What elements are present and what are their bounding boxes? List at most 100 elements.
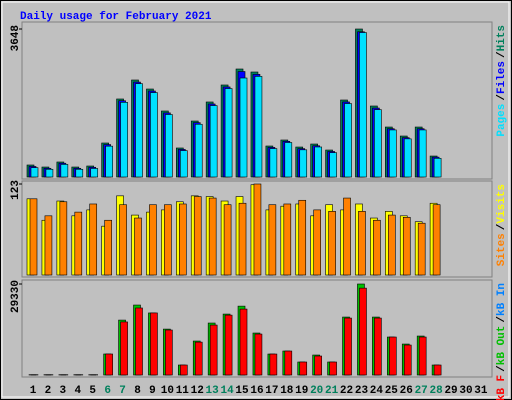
legend: Sites /Visits [496,184,508,266]
bar [194,123,203,178]
x-tick-label: 24 [370,385,384,397]
x-tick-label: 8 [134,385,141,397]
bar [149,204,157,276]
y-tick-label: 123 [10,180,22,200]
bar [313,209,321,276]
bar [329,152,337,178]
x-tick-label: 26 [400,385,413,397]
x-tick-label: 9 [149,385,156,397]
bar [269,353,278,376]
x-tick-label: 15 [235,385,249,397]
bar [374,317,382,376]
bar [29,198,38,276]
bar [299,361,308,376]
bar [90,168,99,178]
x-tick-label: 27 [415,385,428,397]
bar [209,324,218,376]
bar [254,76,263,178]
bar [239,77,248,178]
bar [180,150,188,178]
x-tick-label: 22 [340,385,353,397]
bar [343,197,351,276]
x-tick-label: 7 [119,385,126,397]
bar [433,364,442,376]
bar [74,211,83,276]
legend: kB F/kB Out/kB In [496,283,508,400]
x-tick-label: 31 [474,385,488,397]
bar [359,287,367,376]
x-tick-label: 18 [280,385,294,397]
bar [59,201,68,276]
x-tick-label: 14 [220,385,234,397]
bar [120,321,128,376]
legend-entry: Sites [496,233,508,266]
bar [208,197,217,276]
x-tick-label: 28 [430,385,444,397]
bar [329,361,337,376]
bar [104,219,112,276]
bar [359,32,367,178]
bar [344,317,352,376]
bar [283,203,292,276]
legend-separator: / [496,316,508,323]
bar [328,211,336,276]
bar [403,344,412,376]
bar [179,203,187,276]
bar [314,355,322,376]
x-tick-label: 10 [161,385,174,397]
x-tick-label: 13 [206,385,220,397]
bar [135,83,143,178]
legend-separator: / [496,94,508,101]
bar [284,142,293,178]
bar [209,105,218,178]
bar [389,129,397,178]
bar [193,196,202,276]
bar [150,312,158,376]
legend-separator: / [496,365,508,372]
bar [105,145,113,178]
x-tick-label: 3 [60,385,67,397]
bar [253,183,262,276]
legend-entry: kB In [496,283,508,316]
bar [268,204,277,276]
bar [432,204,441,276]
x-tick-label: 19 [295,385,308,397]
bar [344,103,352,178]
legend-separator: / [496,223,508,230]
x-tick-label: 17 [265,385,278,397]
bar [402,216,411,276]
bar [180,364,188,376]
bar [254,333,263,376]
legend-entry: Hits [496,25,508,51]
bar [417,222,426,276]
bar [403,138,412,178]
x-tick-label: 4 [74,385,81,397]
x-tick-label: 11 [176,385,190,397]
bar [239,308,248,376]
x-tick-label: 2 [45,385,52,397]
bar [298,199,307,276]
x-tick-label: 20 [310,385,323,397]
x-tick-label: 21 [325,385,339,397]
x-tick-label: 5 [89,385,96,397]
y-tick-label: 29330 [10,280,22,313]
bar [89,203,98,276]
x-tick-label: 6 [104,385,111,397]
bar [284,350,293,376]
bar [75,168,84,178]
bar [388,214,396,276]
bar [223,204,232,276]
bar [44,215,53,276]
x-tick-label: 16 [250,385,263,397]
bar [120,102,128,178]
legend-entry: kB F [496,375,508,400]
bar [358,211,366,276]
bar [150,92,158,178]
bar [194,341,203,376]
bar [30,167,39,178]
bar [165,114,173,178]
x-tick-label: 12 [191,385,204,397]
x-tick-label: 23 [355,385,369,397]
bar [418,336,427,376]
